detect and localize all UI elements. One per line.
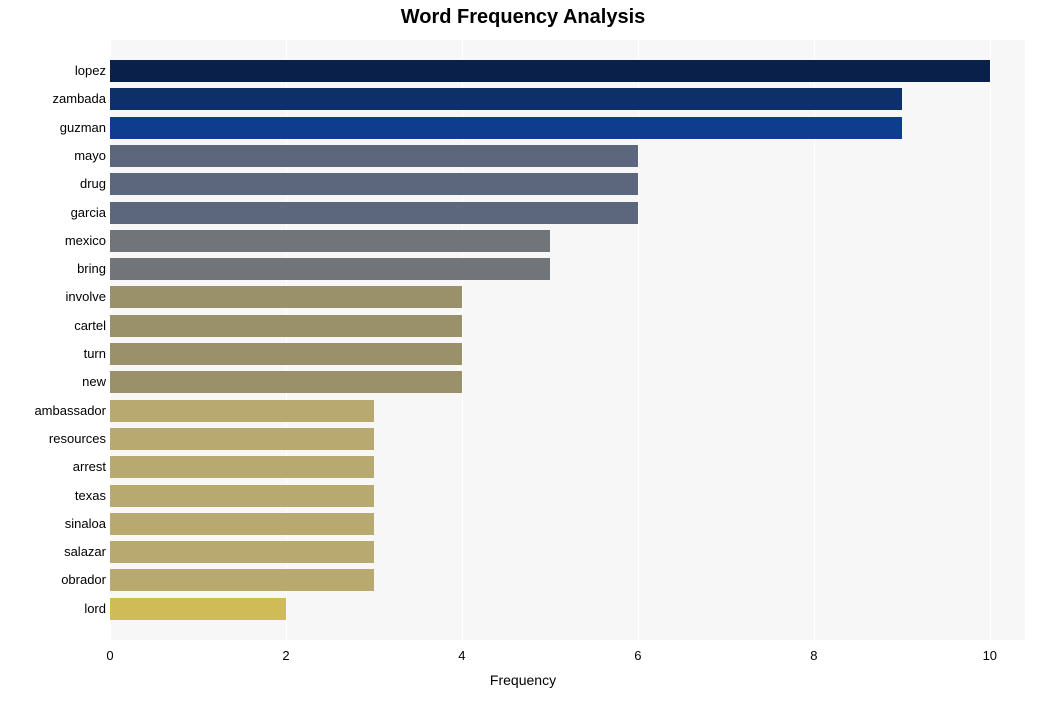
y-tick-label: zambada <box>6 88 106 110</box>
bar <box>110 88 902 110</box>
x-tick-label: 8 <box>810 648 817 663</box>
bar <box>110 371 462 393</box>
bar <box>110 428 374 450</box>
bar <box>110 569 374 591</box>
chart-container: Word Frequency Analysis Frequency 0 2 4 6 8 1… <box>0 0 1046 701</box>
y-tick-label: involve <box>6 286 106 308</box>
bar <box>110 315 462 337</box>
x-tick-label: 4 <box>458 648 465 663</box>
bar <box>110 541 374 563</box>
y-tick-label: bring <box>6 258 106 280</box>
plot-area <box>110 40 1025 640</box>
bar <box>110 173 638 195</box>
bar <box>110 60 990 82</box>
bar <box>110 258 550 280</box>
y-tick-label: new <box>6 371 106 393</box>
bar <box>110 513 374 535</box>
x-tick-label: 0 <box>106 648 113 663</box>
bar <box>110 202 638 224</box>
y-tick-label: obrador <box>6 569 106 591</box>
bar <box>110 286 462 308</box>
y-tick-label: resources <box>6 428 106 450</box>
x-tick-label: 2 <box>282 648 289 663</box>
x-tick-label: 6 <box>634 648 641 663</box>
y-tick-label: mexico <box>6 230 106 252</box>
y-tick-label: mayo <box>6 145 106 167</box>
bar <box>110 485 374 507</box>
y-tick-label: salazar <box>6 541 106 563</box>
bar <box>110 230 550 252</box>
y-tick-label: lopez <box>6 60 106 82</box>
y-tick-label: turn <box>6 343 106 365</box>
bar <box>110 117 902 139</box>
y-tick-label: sinaloa <box>6 513 106 535</box>
y-tick-label: cartel <box>6 315 106 337</box>
y-tick-label: guzman <box>6 117 106 139</box>
y-tick-label: arrest <box>6 456 106 478</box>
y-tick-label: drug <box>6 173 106 195</box>
chart-title: Word Frequency Analysis <box>0 6 1046 29</box>
x-axis-title: Frequency <box>0 672 1046 688</box>
bar <box>110 145 638 167</box>
bar <box>110 343 462 365</box>
bar <box>110 456 374 478</box>
x-tick-label: 10 <box>983 648 997 663</box>
y-tick-label: texas <box>6 485 106 507</box>
bar <box>110 400 374 422</box>
y-tick-label: garcia <box>6 202 106 224</box>
y-tick-label: lord <box>6 598 106 620</box>
bar <box>110 598 286 620</box>
y-tick-label: ambassador <box>6 400 106 422</box>
gridline <box>990 40 991 640</box>
